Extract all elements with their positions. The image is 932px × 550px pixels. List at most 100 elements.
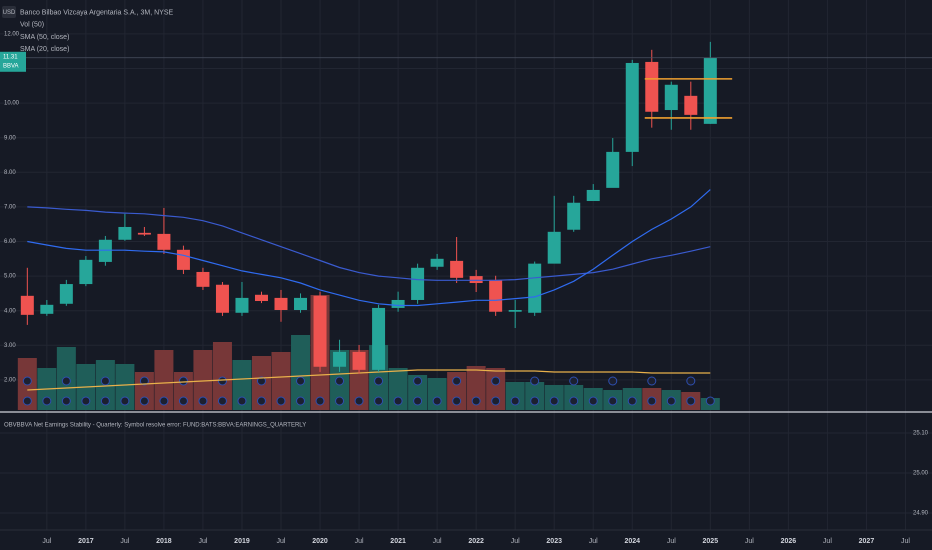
event-marker[interactable] [100, 376, 110, 386]
event-marker[interactable] [217, 376, 227, 386]
event-marker[interactable] [686, 376, 696, 386]
event-marker[interactable] [491, 376, 501, 386]
event-marker[interactable] [705, 396, 715, 406]
lower-y-tick-label: 25.00 [913, 471, 929, 477]
event-marker[interactable] [452, 396, 462, 406]
event-marker[interactable] [178, 376, 188, 386]
candle-body [567, 202, 581, 230]
y-tick-label: 8.00 [4, 170, 16, 176]
event-marker[interactable] [315, 396, 325, 406]
event-marker[interactable] [81, 396, 91, 406]
volume-bar [525, 382, 545, 410]
event-marker[interactable] [569, 396, 579, 406]
last-price-box [0, 51, 26, 72]
event-marker[interactable] [256, 376, 266, 386]
event-marker[interactable] [647, 396, 657, 406]
event-marker[interactable] [374, 396, 384, 406]
volume-bar [505, 382, 525, 410]
lower-y-tick-label: 25.10 [913, 431, 929, 437]
event-marker[interactable] [374, 376, 384, 386]
event-marker[interactable] [627, 396, 637, 406]
currency: USD [3, 10, 16, 16]
volume-bar [427, 378, 447, 410]
event-marker[interactable] [276, 396, 286, 406]
candle-body [118, 226, 132, 240]
candle-body [684, 95, 698, 115]
event-marker[interactable] [686, 396, 696, 406]
event-marker[interactable] [61, 376, 71, 386]
x-tick-label: Jul [667, 538, 676, 545]
event-marker[interactable] [666, 396, 676, 406]
candle-body [196, 271, 210, 287]
candle-body [547, 231, 561, 264]
candle-body [40, 304, 54, 314]
event-marker[interactable] [413, 376, 423, 386]
candle-body [137, 232, 151, 235]
candle-body [450, 260, 464, 278]
event-marker[interactable] [432, 396, 442, 406]
candle-body [703, 57, 717, 124]
x-tick-label: 2022 [468, 538, 484, 545]
x-tick-label: Jul [277, 538, 286, 545]
x-tick-label: 2021 [390, 538, 406, 545]
event-marker[interactable] [413, 396, 423, 406]
event-marker[interactable] [647, 376, 657, 386]
event-marker[interactable] [61, 396, 71, 406]
event-marker[interactable] [471, 396, 481, 406]
event-marker[interactable] [198, 396, 208, 406]
candle-body [79, 259, 93, 285]
event-marker[interactable] [549, 396, 559, 406]
event-marker[interactable] [510, 396, 520, 406]
event-marker[interactable] [217, 396, 227, 406]
x-tick-label: Jul [355, 538, 364, 545]
event-marker[interactable] [296, 376, 306, 386]
candle-body [391, 299, 405, 308]
candle-body [372, 307, 386, 370]
event-marker[interactable] [178, 396, 188, 406]
candle-body [254, 294, 268, 302]
event-marker[interactable] [335, 396, 345, 406]
x-tick-label: 2018 [156, 538, 172, 545]
event-marker[interactable] [608, 376, 618, 386]
event-marker[interactable] [335, 376, 345, 386]
event-marker[interactable] [256, 396, 266, 406]
event-marker[interactable] [452, 376, 462, 386]
event-marker[interactable] [159, 396, 169, 406]
chart-title: Banco Bilbao Vizcaya Argentaria S.A., 3M… [20, 9, 174, 16]
event-marker[interactable] [120, 396, 130, 406]
x-tick-label: 2025 [703, 538, 719, 545]
event-marker[interactable] [22, 396, 32, 406]
x-tick-label: 2020 [312, 538, 328, 545]
currency-box[interactable] [2, 6, 16, 18]
event-marker[interactable] [530, 376, 540, 386]
candle-body [489, 279, 503, 312]
event-marker[interactable] [569, 376, 579, 386]
y-tick-label: 10.00 [4, 101, 20, 107]
event-marker[interactable] [354, 396, 364, 406]
event-marker[interactable] [296, 396, 306, 406]
y-tick-label: 3.00 [4, 343, 16, 349]
event-marker[interactable] [42, 396, 52, 406]
candle-body [664, 84, 678, 111]
event-marker[interactable] [393, 396, 403, 406]
volume-bar [447, 372, 467, 410]
x-tick-label: Jul [901, 538, 910, 545]
candle-body [235, 297, 249, 313]
event-marker[interactable] [100, 396, 110, 406]
event-marker[interactable] [588, 396, 598, 406]
candle-body [20, 295, 34, 315]
event-marker[interactable] [530, 396, 540, 406]
event-marker[interactable] [608, 396, 618, 406]
event-marker[interactable] [491, 396, 501, 406]
event-marker[interactable] [22, 376, 32, 386]
event-marker[interactable] [139, 376, 149, 386]
candle-body [430, 258, 444, 267]
volume-bar [486, 368, 506, 410]
volume-bar [271, 352, 291, 410]
last-price-label: 11.31 [3, 54, 18, 60]
event-marker[interactable] [139, 396, 149, 406]
event-marker[interactable] [237, 396, 247, 406]
lower-pane-title: OBVBBVA Net Earnings Stability - Quarter… [4, 423, 306, 429]
